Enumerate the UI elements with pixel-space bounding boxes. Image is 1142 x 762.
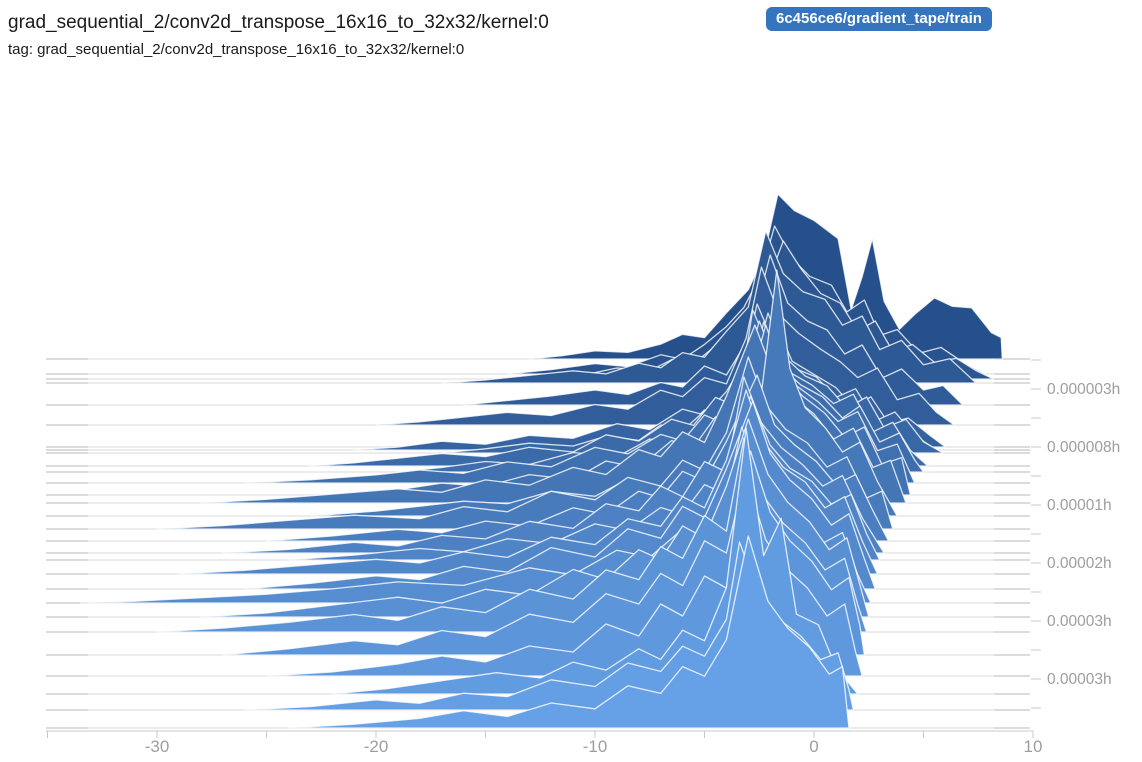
page-title: grad_sequential_2/conv2d_transpose_16x16… — [8, 12, 549, 33]
x-axis-label: 10 — [1024, 737, 1043, 756]
histogram-silhouette[interactable] — [441, 230, 977, 384]
depth-axis-label: 0.00002h — [1047, 555, 1112, 572]
histogram-silhouette[interactable] — [243, 541, 855, 711]
tag-subtitle: tag: grad_sequential_2/conv2d_transpose_… — [8, 41, 465, 58]
run-badge[interactable]: 6c456ce6/gradient_tape/train — [766, 7, 992, 31]
x-axis-label: 0 — [809, 737, 818, 756]
depth-axis-labels: 0.000003h 0.000008h 0.00001h 0.00002h 0.0000… — [1047, 381, 1120, 688]
x-axis-label: -30 — [145, 737, 170, 756]
x-axis-label: -20 — [364, 737, 389, 756]
depth-axis — [1031, 359, 1041, 709]
ridges[interactable] — [79, 193, 1003, 729]
depth-axis-label: 0.000003h — [1047, 381, 1120, 398]
histogram-silhouette[interactable] — [287, 535, 850, 729]
depth-axis-label: 0.00003h — [1047, 671, 1112, 688]
depth-axis-label: 0.000008h — [1047, 439, 1120, 456]
depth-axis-label: 0.00003h — [1047, 613, 1112, 630]
depth-axis-label: 0.00001h — [1047, 497, 1112, 514]
x-axis-label: -10 — [583, 737, 608, 756]
x-axis: -30 -20 -10 0 10 — [46, 730, 1043, 756]
